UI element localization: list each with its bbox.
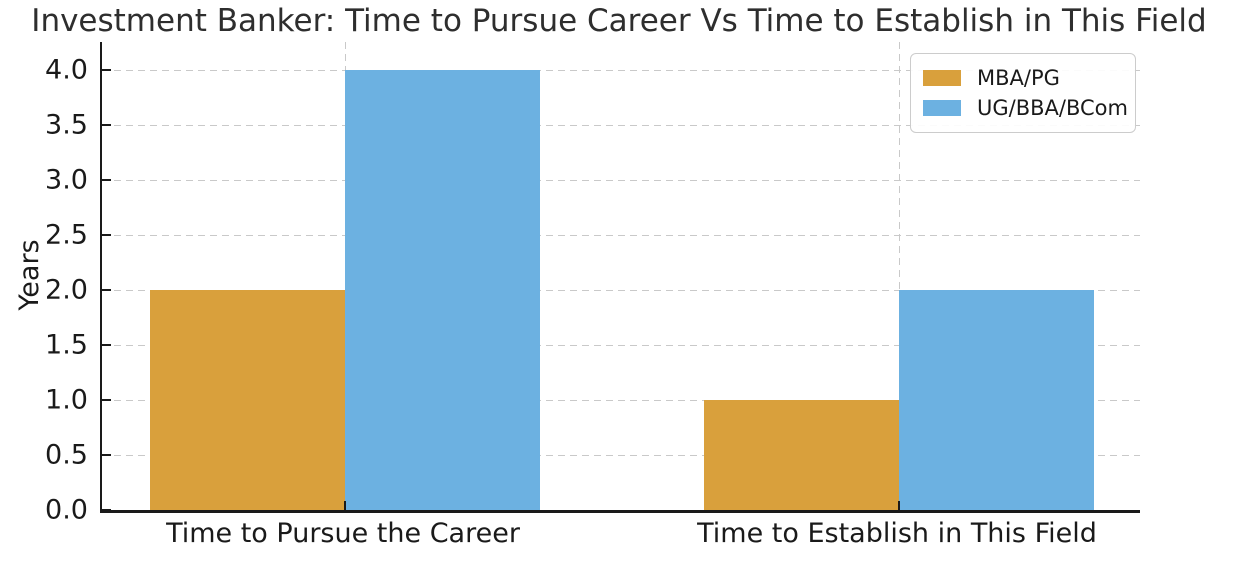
legend-label: UG/BBA/BCom <box>977 96 1128 120</box>
bar-ug-bba-bcom-cat0 <box>345 70 540 510</box>
h-gridline <box>102 69 1140 72</box>
y-tick-mark <box>102 508 111 512</box>
legend-swatch-icon <box>923 100 961 116</box>
y-tick-mark <box>102 343 111 347</box>
y-tick-label: 1.0 <box>45 384 88 416</box>
y-tick-mark <box>102 178 111 182</box>
y-tick-label: 4.0 <box>45 54 88 86</box>
y-tick-label: 0.0 <box>45 494 88 526</box>
x-tick-mark <box>343 501 347 510</box>
bar-ug-bba-bcom-cat1 <box>899 290 1094 510</box>
y-tick-mark <box>102 68 111 72</box>
y-tick-mark <box>102 453 111 457</box>
h-gridline <box>102 289 1140 292</box>
h-gridline <box>102 124 1140 127</box>
h-gridline <box>102 344 1140 347</box>
x-category-label: Time to Establish in This Field <box>697 518 1097 549</box>
bar-mba-pg-cat0 <box>150 290 345 510</box>
h-gridline <box>102 179 1140 182</box>
x-tick-mark <box>897 501 901 510</box>
legend-item: MBA/PG <box>923 63 1123 93</box>
y-tick-mark <box>102 123 111 127</box>
bar-mba-pg-cat1 <box>704 400 899 510</box>
h-gridline <box>102 454 1140 457</box>
y-tick-label: 2.5 <box>45 219 88 251</box>
x-category-label: Time to Pursue the Career <box>166 518 520 549</box>
y-tick-label: 3.5 <box>45 109 88 141</box>
legend-swatch-icon <box>923 70 961 86</box>
legend: MBA/PG UG/BBA/BCom <box>910 53 1136 133</box>
y-tick-mark <box>102 288 111 292</box>
v-gridline <box>898 42 901 510</box>
y-tick-label: 3.0 <box>45 164 88 196</box>
h-gridline <box>102 399 1140 402</box>
legend-item: UG/BBA/BCom <box>923 93 1128 123</box>
legend-label: MBA/PG <box>977 66 1060 90</box>
chart-title: Investment Banker: Time to Pursue Career… <box>31 3 1207 39</box>
h-gridline <box>102 234 1140 237</box>
y-tick-mark <box>102 233 111 237</box>
y-tick-mark <box>102 398 111 402</box>
y-tick-label: 0.5 <box>45 439 88 471</box>
plot-area <box>100 42 1140 513</box>
y-tick-label: 1.5 <box>45 329 88 361</box>
y-tick-label: 2.0 <box>45 274 88 306</box>
